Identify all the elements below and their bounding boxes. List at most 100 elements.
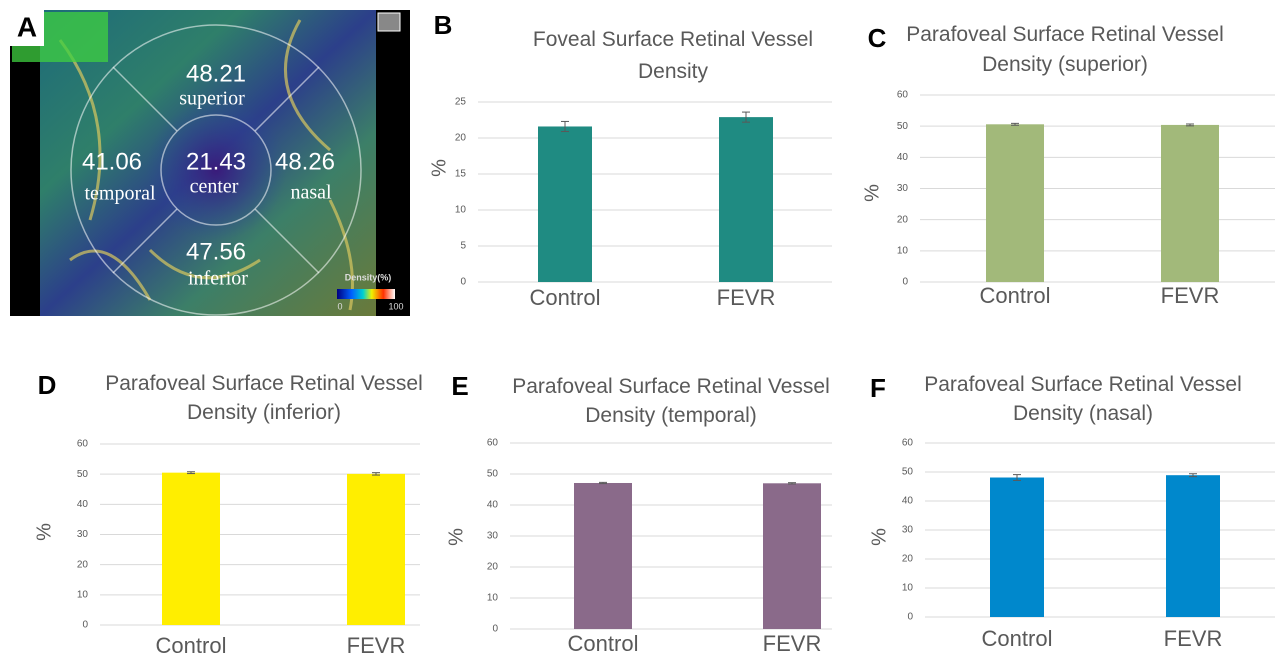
y-tick-label: 10	[455, 205, 467, 216]
y-tick-label: 5	[460, 241, 466, 252]
y-tick-label: 20	[897, 214, 909, 225]
y-tick-label: 10	[487, 593, 499, 604]
y-axis-label: %	[428, 159, 450, 177]
x-tick-label: Control	[530, 285, 601, 310]
error-bar	[742, 111, 750, 123]
error-bar	[561, 120, 569, 133]
region-value: 47.56	[186, 238, 246, 265]
bar	[574, 482, 632, 629]
bar	[990, 477, 1044, 617]
y-tick-label: 50	[487, 469, 499, 480]
y-tick-label: 0	[902, 277, 908, 288]
bar	[1166, 475, 1220, 617]
y-tick-label: 20	[487, 562, 499, 573]
vessels	[58, 19, 354, 311]
y-tick-label: 60	[897, 90, 909, 101]
panel-label: D	[38, 370, 57, 400]
region-name: center	[190, 176, 239, 198]
panel-label: B	[434, 10, 453, 40]
y-tick-label: 10	[897, 245, 909, 256]
chart-title: Parafoveal Surface Retinal Vessel Densit…	[512, 375, 830, 427]
y-tick-label: 40	[897, 152, 909, 163]
chart-title: Parafoveal Surface Retinal Vessel Densit…	[105, 372, 423, 424]
colorbar-title: Density(%)	[345, 272, 392, 282]
panel-label: E	[451, 371, 468, 401]
region-name: inferior	[188, 268, 248, 290]
bar	[1161, 124, 1219, 282]
octa-image	[10, 10, 410, 316]
region-value: 21.43	[186, 148, 246, 175]
y-tick-label: 0	[492, 624, 498, 635]
error-bar	[1189, 473, 1197, 478]
y-tick-label: 30	[897, 183, 909, 194]
bar	[763, 483, 821, 629]
error-bar	[1011, 122, 1019, 126]
bar	[538, 126, 592, 282]
region-name: temporal	[84, 183, 156, 205]
x-tick-label: FEVR	[763, 631, 822, 656]
y-tick-label: 20	[77, 559, 89, 570]
bar	[719, 117, 773, 283]
label-box	[10, 10, 44, 46]
panel-label: C	[868, 23, 887, 53]
chart-title: Foveal Surface Retinal Vessel Density	[532, 28, 814, 83]
y-tick-label: 20	[902, 554, 914, 565]
y-axis-label: %	[868, 528, 890, 546]
y-tick-label: 15	[455, 169, 467, 180]
inner-ring	[160, 114, 272, 226]
x-tick-label: FEVR	[1164, 626, 1223, 651]
y-tick-label: 60	[902, 438, 914, 449]
panel-label: F	[870, 373, 886, 403]
error-bar	[1013, 474, 1021, 481]
colorbar	[337, 289, 395, 299]
y-tick-label: 50	[897, 121, 909, 132]
x-tick-label: FEVR	[717, 285, 776, 310]
y-tick-label: 0	[907, 612, 913, 623]
y-tick-label: 10	[77, 589, 89, 600]
y-tick-label: 60	[77, 439, 89, 450]
x-tick-label: FEVR	[347, 633, 406, 658]
bar	[347, 473, 405, 625]
region-value: 48.26	[275, 148, 335, 175]
y-tick-label: 30	[487, 531, 499, 542]
y-tick-label: 10	[902, 583, 914, 594]
x-tick-label: Control	[568, 631, 639, 656]
y-tick-label: 30	[902, 525, 914, 536]
error-bar	[372, 472, 380, 476]
outer-ring	[70, 24, 362, 316]
bar	[162, 472, 220, 625]
region-value: 48.21	[186, 60, 246, 87]
error-bar	[187, 471, 195, 475]
y-tick-label: 60	[487, 438, 499, 449]
y-tick-label: 20	[455, 133, 467, 144]
icon-button	[377, 12, 401, 32]
y-tick-label: 0	[460, 277, 466, 288]
y-axis-label: %	[33, 523, 55, 541]
x-tick-label: Control	[156, 633, 227, 658]
y-tick-label: 50	[77, 469, 89, 480]
sector-lines	[112, 66, 320, 274]
chart-title: Parafoveal Surface Retinal Vessel Densit…	[924, 373, 1242, 425]
y-tick-label: 30	[77, 529, 89, 540]
fovea	[146, 100, 286, 240]
error-bar	[1186, 123, 1194, 127]
y-tick-label: 25	[455, 97, 467, 108]
y-axis-label: %	[861, 184, 883, 202]
bar	[986, 124, 1044, 283]
region-name: nasal	[290, 182, 332, 204]
region-name: superior	[179, 88, 245, 110]
x-tick-label: FEVR	[1161, 283, 1220, 308]
panel-label: A	[17, 11, 37, 42]
y-axis-label: %	[445, 528, 467, 546]
y-tick-label: 40	[77, 499, 89, 510]
x-tick-label: Control	[980, 283, 1051, 308]
chart-title: Parafoveal Surface Retinal Vessel Densit…	[906, 23, 1224, 76]
y-tick-label: 50	[902, 467, 914, 478]
colorbar-max: 100	[388, 301, 403, 311]
region-value: 41.06	[82, 148, 142, 175]
error-bar	[599, 481, 607, 485]
colorbar-min: 0	[337, 301, 342, 311]
error-bar	[788, 482, 796, 485]
